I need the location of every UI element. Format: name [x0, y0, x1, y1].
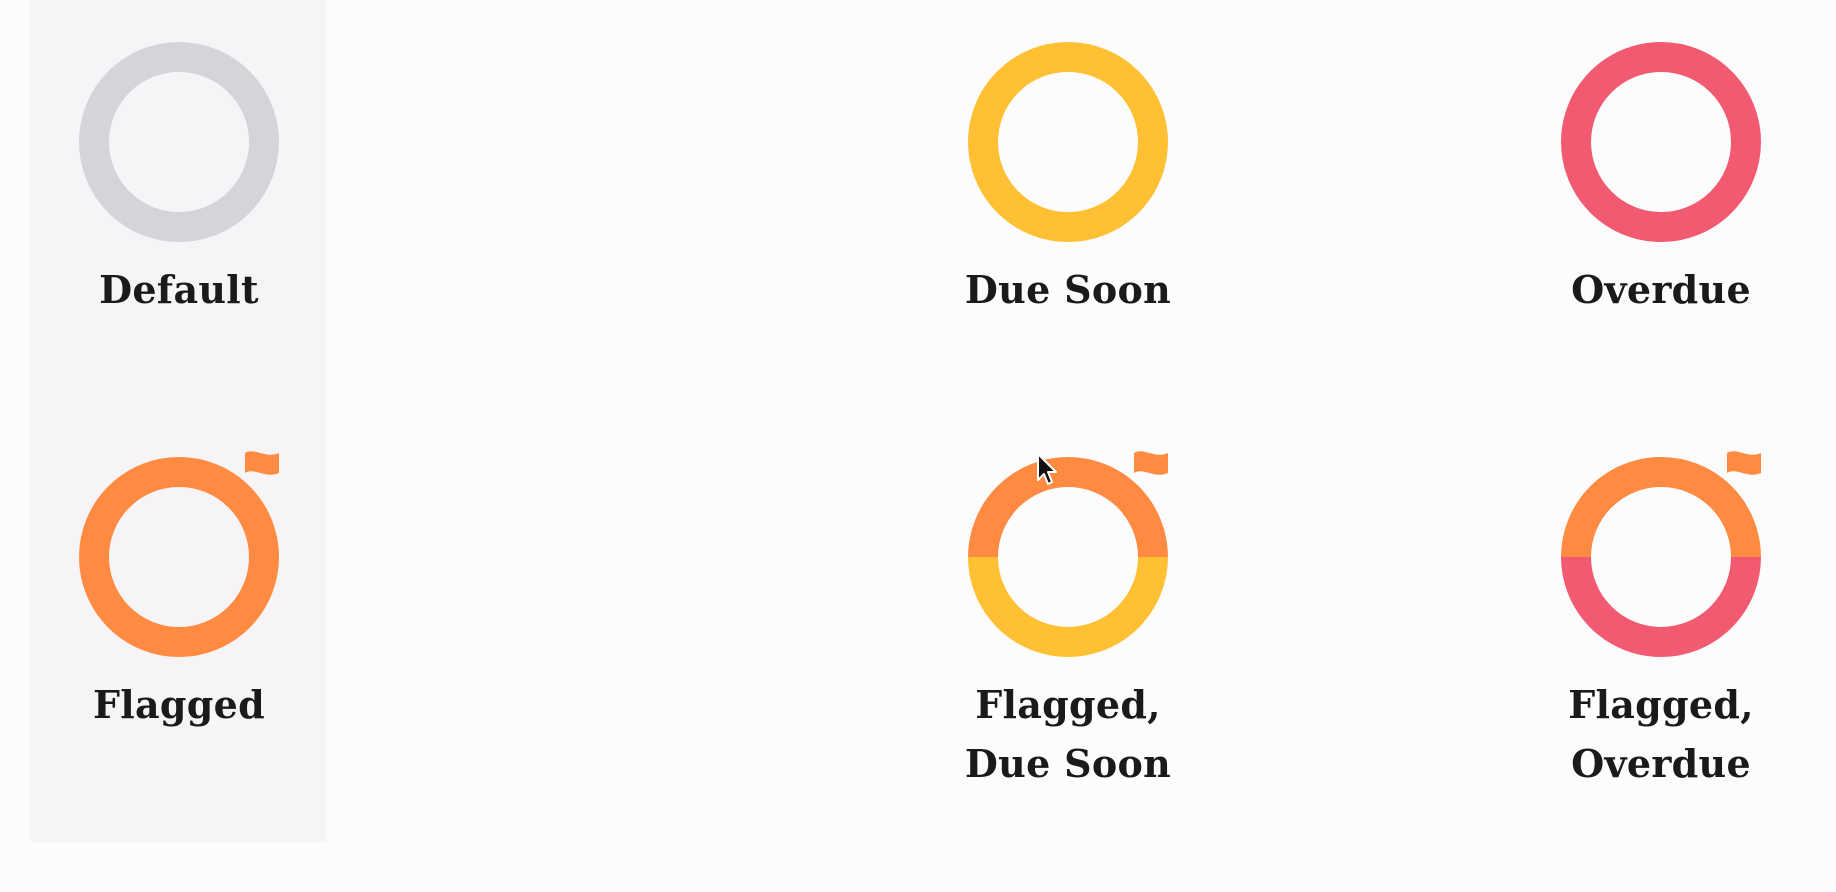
- state-label: Flagged: [92, 682, 266, 727]
- state-overdue[interactable]: Overdue: [1511, 42, 1811, 319]
- state-flagged-overdue[interactable]: Flagged, Overdue: [1511, 451, 1811, 793]
- state-label-line-2: Due Soon: [964, 741, 1172, 786]
- state-label: Flagged, Overdue: [1568, 675, 1754, 793]
- state-due-soon[interactable]: Due Soon: [918, 42, 1218, 319]
- status-ring-icon: [79, 451, 279, 657]
- status-ring-icon: [1561, 451, 1761, 657]
- state-label: Overdue: [1571, 267, 1751, 312]
- flag-icon: [245, 451, 279, 475]
- state-label-line-2: Overdue: [1571, 741, 1751, 786]
- state-label-line-1: Flagged,: [975, 682, 1161, 727]
- status-ring-icon: [968, 42, 1168, 242]
- mouse-pointer-icon: [1037, 453, 1057, 485]
- state-flagged-due-soon[interactable]: Flagged, Due Soon: [918, 451, 1218, 793]
- state-label: Default: [99, 267, 259, 312]
- state-default[interactable]: Default: [29, 42, 329, 319]
- status-ring-icon: [79, 42, 279, 242]
- status-ring-icon: [1561, 42, 1761, 242]
- flag-icon: [1134, 451, 1168, 475]
- state-label: Flagged, Due Soon: [965, 675, 1171, 793]
- state-label-line-1: Flagged,: [1568, 682, 1754, 727]
- state-flagged[interactable]: Flagged: [29, 451, 329, 734]
- status-ring-icon: [968, 451, 1168, 657]
- state-label: Due Soon: [964, 267, 1172, 312]
- flag-icon: [1727, 451, 1761, 475]
